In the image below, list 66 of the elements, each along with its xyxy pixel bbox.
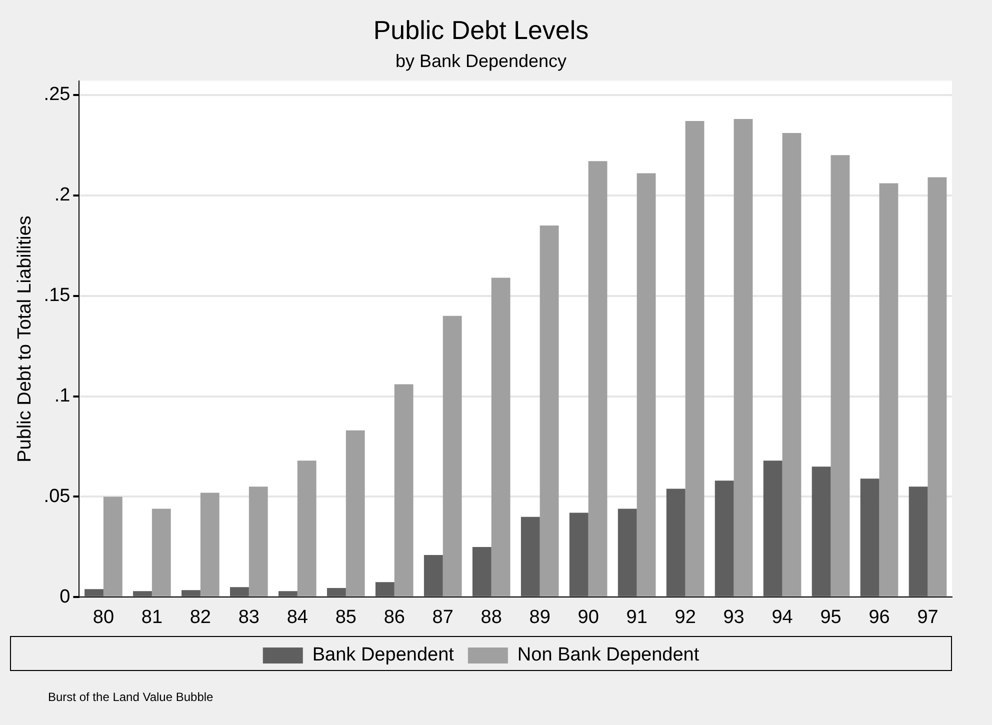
- x-tick-label: 81: [141, 606, 163, 628]
- bar: [860, 478, 880, 596]
- bar: [666, 488, 686, 596]
- bar: [182, 590, 200, 596]
- legend-label: Bank Dependent: [312, 644, 455, 666]
- x-tick-label: 89: [529, 606, 550, 628]
- x-tick-label: 85: [335, 606, 356, 628]
- x-tick-label: 90: [578, 606, 599, 628]
- bar: [248, 486, 268, 596]
- x-tick-label: 91: [626, 606, 648, 628]
- bar: [424, 555, 443, 596]
- y-tick-label: .15: [44, 285, 70, 306]
- x-tick-label: 92: [674, 606, 696, 628]
- bar: [278, 591, 298, 596]
- y-tick-label: .25: [44, 84, 70, 106]
- x-tick-label: 88: [480, 606, 502, 628]
- bar: [714, 480, 734, 596]
- bar: [879, 183, 898, 596]
- x-tick-label: 83: [238, 606, 260, 628]
- bar: [588, 161, 608, 596]
- bar: [375, 582, 394, 596]
- bar: [297, 460, 316, 596]
- x-tick-label: 94: [772, 606, 794, 628]
- y-tick-label: 0: [60, 586, 70, 608]
- bar: [618, 508, 637, 596]
- bar: [928, 177, 947, 596]
- y-axis-title: Public Debt to Total Liabilities: [14, 216, 36, 462]
- x-tick-label: 96: [868, 606, 890, 628]
- text: Burst of the Land Value Bubble: [48, 690, 214, 704]
- bar: [103, 496, 122, 596]
- bar: [908, 486, 928, 596]
- chart-title: Public Debt Levels: [373, 14, 589, 45]
- bar: [230, 587, 249, 596]
- bar: [394, 384, 414, 596]
- bar: [734, 118, 753, 596]
- x-tick-label: 82: [190, 606, 212, 628]
- x-tick-label: 87: [432, 606, 454, 628]
- x-tick-label: 80: [92, 606, 114, 628]
- bar: [569, 512, 588, 596]
- bar: [84, 589, 104, 596]
- bar: [491, 278, 510, 596]
- chart-subtitle: by Bank Dependency: [395, 50, 567, 71]
- x-tick-label: 84: [286, 606, 308, 628]
- legend-label: Non Bank Dependent: [517, 644, 700, 666]
- bar: [133, 591, 152, 596]
- bar: [763, 460, 782, 596]
- x-tick-label: 93: [723, 606, 744, 628]
- bar: [520, 516, 540, 596]
- bar: [472, 546, 492, 596]
- x-tick-label: 86: [384, 606, 405, 628]
- x-tick-label: 97: [917, 606, 938, 628]
- bar: [636, 173, 656, 596]
- bar: [200, 492, 220, 596]
- bar: [830, 155, 850, 596]
- bar: [346, 430, 365, 596]
- bar: [442, 316, 462, 596]
- bar: [326, 588, 346, 596]
- bar: [782, 133, 802, 596]
- y-tick-label: .1: [54, 386, 70, 406]
- y-tick-label: .2: [54, 184, 70, 206]
- bar: [685, 120, 704, 596]
- y-tick-label: .05: [44, 486, 70, 507]
- bar: [540, 225, 559, 596]
- bar: [812, 466, 831, 596]
- bar: [152, 508, 171, 596]
- x-tick-label: 95: [820, 606, 842, 628]
